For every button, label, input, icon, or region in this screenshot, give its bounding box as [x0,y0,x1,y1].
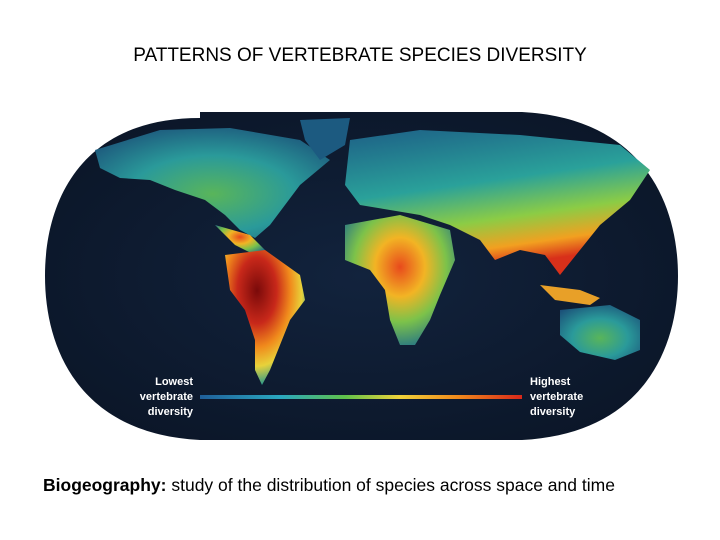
legend-label: Highest [530,376,571,388]
australia [560,305,640,360]
north-america [95,128,330,238]
indonesia [540,285,600,305]
greenland [300,118,350,160]
legend-label: Lowest [155,376,193,388]
legend-label: vertebrate [140,391,193,403]
slide-title: PATTERNS OF VERTEBRATE SPECIES DIVERSITY [133,45,587,66]
legend-low: Lowest vertebrate diversity [140,376,194,418]
central-america [215,225,265,255]
africa [345,215,455,345]
diversity-map: Lowest vertebrate diversity Highest vertebr… [45,112,678,440]
caption-definition: study of the distribution of species acr… [171,475,615,495]
legend-high: Highest vertebrate diversity [530,376,583,418]
legend-label: vertebrate [530,391,583,403]
legend-label: diversity [530,406,576,418]
south-america [225,250,305,385]
europe-asia [345,130,650,275]
caption-term: Biogeography: [43,475,167,495]
legend-bar [200,395,522,399]
legend-label: diversity [148,406,194,418]
caption: Biogeography: study of the distribution … [43,474,683,496]
